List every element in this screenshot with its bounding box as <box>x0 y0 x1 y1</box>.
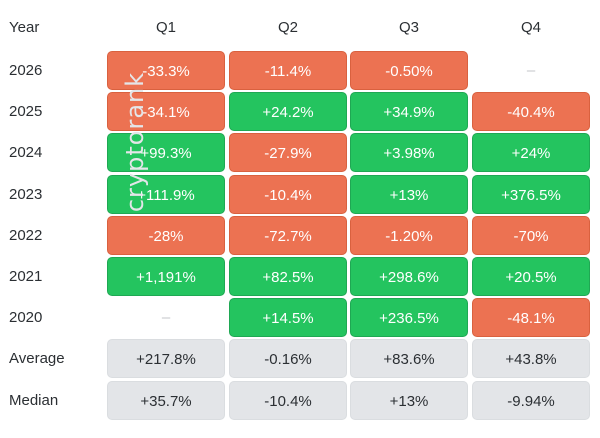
row-label-2020: 2020 <box>9 309 43 326</box>
cell-2021-q1: +1,191% <box>107 257 225 296</box>
cell-2022-q1: -28% <box>107 216 225 255</box>
cell-2020-q4: -48.1% <box>472 298 590 337</box>
cell-2022-q2: -72.7% <box>229 216 347 255</box>
cell-2020-q1: – <box>161 309 171 326</box>
cell-2026-q2: -11.4% <box>229 51 347 90</box>
row-label-2021: 2021 <box>9 268 43 285</box>
cell-2024-q2: -27.9% <box>229 133 347 172</box>
cell-median-q1: +35.7% <box>107 381 225 420</box>
cell-2024-q3: +3.98% <box>350 133 468 172</box>
cell-2020-q3: +236.5% <box>350 298 468 337</box>
header-q3: Q3 <box>398 19 419 36</box>
header-q4: Q4 <box>520 19 541 36</box>
cell-2024-q1: +99.3% <box>107 133 225 172</box>
cell-2026-q3: -0.50% <box>350 51 468 90</box>
cell-2023-q2: -10.4% <box>229 175 347 214</box>
cell-2024-q4: +24% <box>472 133 590 172</box>
cell-2021-q4: +20.5% <box>472 257 590 296</box>
cell-2021-q3: +298.6% <box>350 257 468 296</box>
cell-2023-q1: +111.9% <box>107 175 225 214</box>
cell-average-q3: +83.6% <box>350 339 468 378</box>
header-q2: Q2 <box>277 19 298 36</box>
cell-median-q2: -10.4% <box>229 381 347 420</box>
cell-median-q3: +13% <box>350 381 468 420</box>
header-year: Year <box>9 19 40 36</box>
cell-2025-q1: -34.1% <box>107 92 225 131</box>
cell-2021-q2: +82.5% <box>229 257 347 296</box>
cell-median-q4: -9.94% <box>472 381 590 420</box>
row-label-median: Median <box>9 392 59 409</box>
row-label-2025: 2025 <box>9 103 43 120</box>
cell-2026-q1: -33.3% <box>107 51 225 90</box>
cell-2025-q3: +34.9% <box>350 92 468 131</box>
cell-2022-q3: -1.20% <box>350 216 468 255</box>
row-label-average: Average <box>9 350 65 367</box>
cell-2020-q2: +14.5% <box>229 298 347 337</box>
cell-2026-q4: – <box>526 62 536 79</box>
row-label-2022: 2022 <box>9 227 43 244</box>
cell-average-q4: +43.8% <box>472 339 590 378</box>
header-q1: Q1 <box>155 19 176 36</box>
cell-2022-q4: -70% <box>472 216 590 255</box>
cell-2025-q4: -40.4% <box>472 92 590 131</box>
cell-2023-q4: +376.5% <box>472 175 590 214</box>
row-label-2026: 2026 <box>9 62 43 79</box>
row-label-2024: 2024 <box>9 144 43 161</box>
row-label-2023: 2023 <box>9 186 43 203</box>
cell-average-q2: -0.16% <box>229 339 347 378</box>
cell-2023-q3: +13% <box>350 175 468 214</box>
cell-average-q1: +217.8% <box>107 339 225 378</box>
cell-2025-q2: +24.2% <box>229 92 347 131</box>
